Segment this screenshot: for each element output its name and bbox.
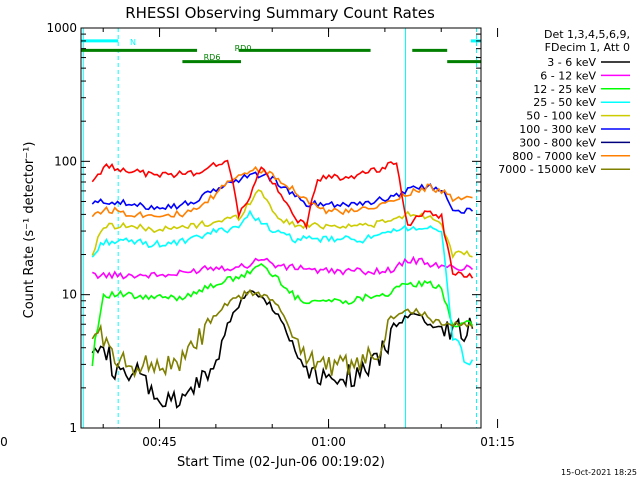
series-line — [91, 159, 474, 279]
legend-label: 25 - 50 keV — [533, 96, 596, 109]
legend-label: 800 - 7000 keV — [512, 150, 596, 163]
chart-title: RHESSI Observing Summary Count Rates — [125, 4, 435, 22]
series-line — [91, 209, 474, 366]
legend-header: Det 1,3,4,5,6,9, — [544, 28, 630, 41]
y-tick-label: 100 — [54, 154, 77, 168]
flag-label: RD0 — [235, 44, 252, 53]
x-tick-label: 01:15 — [480, 435, 515, 449]
legend-label: 12 - 25 keV — [533, 83, 596, 96]
series-line — [91, 171, 474, 214]
legend-label: 3 - 6 keV — [547, 56, 596, 69]
y-tick-label: 1 — [69, 421, 77, 435]
y-axis-label: Count Rate (s⁻¹ detector⁻¹) — [22, 142, 37, 319]
y-tick-label: 10 — [62, 288, 77, 302]
x-tick-label: 00:30 — [0, 435, 8, 449]
plot-frame — [80, 27, 482, 429]
series-line — [91, 255, 474, 280]
y-tick-label: 1000 — [46, 21, 77, 35]
series-line — [91, 165, 473, 219]
legend-label: 7000 - 15000 keV — [498, 163, 596, 176]
series-lines — [91, 159, 474, 409]
series-line — [91, 263, 474, 367]
legend: Det 1,3,4,5,6,9,FDecim 1, Att 0 3 - 6 keV… — [498, 28, 630, 176]
x-tick-label: 01:00 — [311, 435, 346, 449]
x-tick-label: 00:45 — [142, 435, 177, 449]
series-line — [91, 288, 474, 379]
legend-label: 100 - 300 keV — [519, 123, 596, 136]
x-axis-label: Start Time (02-Jun-06 00:19:02) — [177, 455, 385, 470]
flag-label: RD6 — [204, 53, 221, 62]
legend-header: FDecim 1, Att 0 — [545, 41, 630, 54]
flag-bars: N RD0 RD6 — [81, 38, 481, 64]
footer-date: 15-Oct-2021 18:25 — [561, 468, 637, 477]
series-line — [91, 189, 473, 260]
flag-label: N — [130, 38, 136, 47]
legend-label: 300 - 800 keV — [519, 136, 596, 149]
legend-label: 50 - 100 keV — [526, 110, 596, 123]
series-line — [91, 289, 474, 409]
legend-label: 6 - 12 keV — [540, 69, 596, 82]
